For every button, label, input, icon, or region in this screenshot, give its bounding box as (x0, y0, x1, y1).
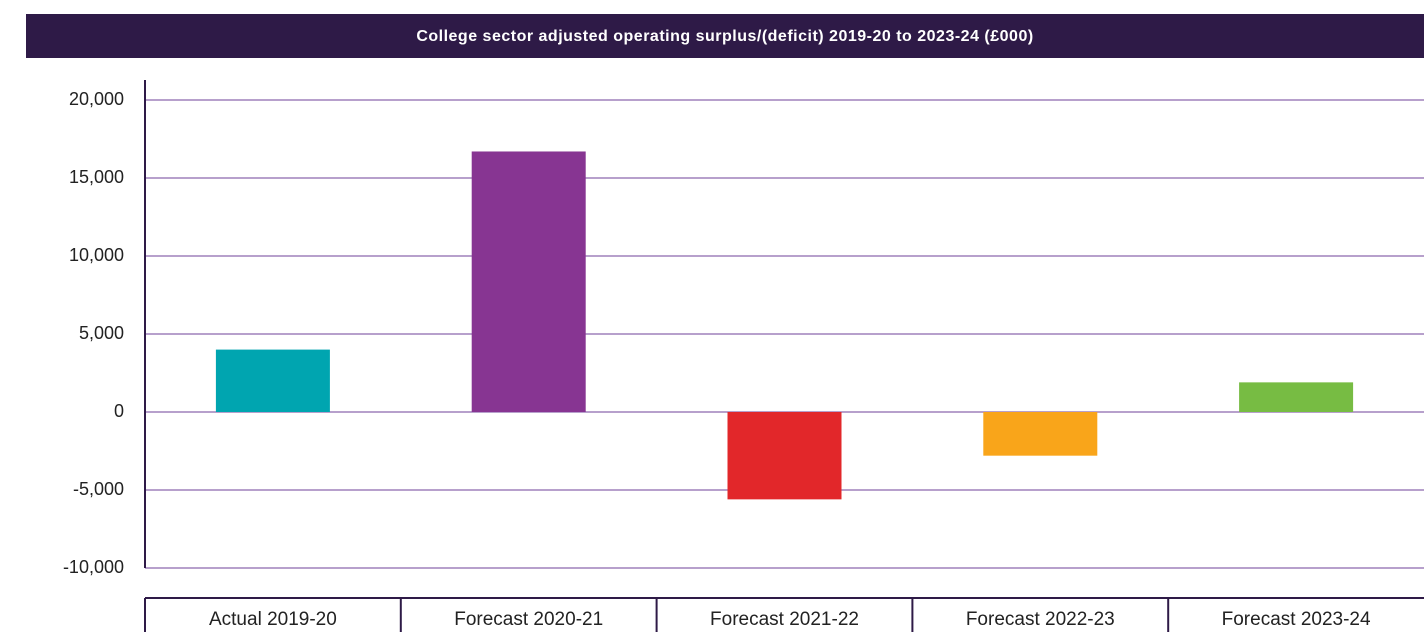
x-tick-label: Forecast 2021-22 (710, 609, 859, 630)
y-tick-label: -5,000 (73, 479, 124, 499)
y-tick-label: 15,000 (69, 167, 124, 187)
x-tick-label: Forecast 2020-21 (454, 609, 603, 630)
bar (215, 349, 330, 412)
x-tick-label: Forecast 2023-24 (1222, 609, 1371, 630)
y-tick-label: 0 (114, 401, 124, 421)
bar (983, 412, 1098, 456)
bar (727, 412, 842, 500)
y-tick-label: 10,000 (69, 245, 124, 265)
bar (471, 151, 586, 413)
title-bar (26, 14, 1424, 58)
y-tick-label: 5,000 (79, 323, 124, 343)
y-tick-label: 20,000 (69, 89, 124, 109)
x-tick-label: Forecast 2022-23 (966, 609, 1115, 630)
y-tick-label: -10,000 (63, 557, 124, 577)
x-tick-label: Actual 2019-20 (209, 609, 337, 630)
bar (1239, 382, 1354, 412)
chart-title: College sector adjusted operating surplu… (416, 28, 1033, 45)
